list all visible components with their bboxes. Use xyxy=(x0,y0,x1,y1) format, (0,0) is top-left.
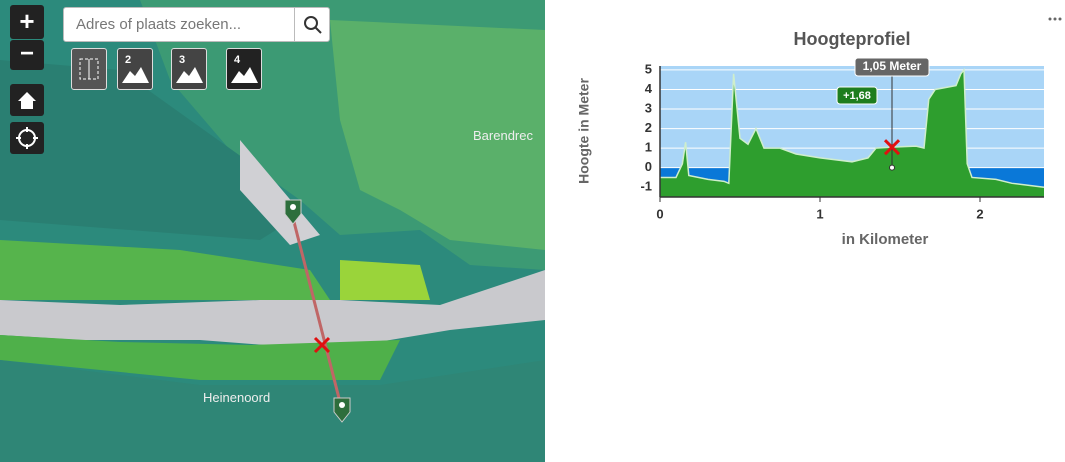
search-placeholder: Adres of plaats zoeken... xyxy=(76,16,241,33)
y-tick-label: 1 xyxy=(645,140,652,155)
page: Barendrec Heinenoord + − Adres of plaats… xyxy=(0,0,1065,462)
layer-number: 3 xyxy=(179,54,185,66)
x-tick-label: 1 xyxy=(816,206,823,221)
search-box[interactable]: Adres of plaats zoeken... xyxy=(63,7,330,42)
y-tick-label: 3 xyxy=(645,100,652,115)
pin-dot xyxy=(290,204,296,210)
map[interactable]: Barendrec Heinenoord + − Adres of plaats… xyxy=(0,0,545,462)
search-icon xyxy=(295,8,330,41)
menu-icon[interactable] xyxy=(1049,18,1062,21)
home-button[interactable] xyxy=(10,84,44,116)
x-axis-label: in Kilometer xyxy=(842,231,929,248)
layer-number: 4 xyxy=(234,54,240,66)
y-tick-label: -1 xyxy=(640,179,652,194)
place-label: Heinenoord xyxy=(203,390,270,405)
compare-button[interactable] xyxy=(71,48,107,90)
y-tick-label: 5 xyxy=(645,61,652,76)
layer-icon xyxy=(118,49,152,89)
place-label: Barendrec xyxy=(473,128,533,143)
locate-icon xyxy=(10,122,44,154)
y-tick-label: 0 xyxy=(645,159,652,174)
x-tick-label: 0 xyxy=(656,206,663,221)
y-axis-label: Hoogte in Meter xyxy=(576,78,592,184)
home-icon xyxy=(10,84,44,116)
compare-icon xyxy=(72,49,106,89)
pin-dot xyxy=(339,402,345,408)
layer-button[interactable]: 2 xyxy=(117,48,153,90)
marker-label: 1,05 Meter xyxy=(863,59,922,73)
search-button[interactable] xyxy=(294,8,330,41)
layer-icon xyxy=(227,49,261,89)
locate-button[interactable] xyxy=(10,122,44,154)
zoom-in[interactable]: + xyxy=(10,5,44,39)
layer-button[interactable]: 4 xyxy=(226,48,262,90)
layer-icon xyxy=(172,49,206,89)
x-tick-label: 2 xyxy=(976,206,983,221)
chart: Hoogteprofiel Hoogte in Meter in Kilomet… xyxy=(545,0,1065,462)
marker-badge-label: +1,68 xyxy=(843,90,871,102)
layer-number: 2 xyxy=(125,54,131,66)
y-tick-label: 2 xyxy=(645,120,652,135)
layer-button[interactable]: 3 xyxy=(171,48,207,90)
marker-foot xyxy=(890,165,895,170)
chart-title: Hoogteprofiel xyxy=(794,29,911,49)
zoom-out[interactable]: − xyxy=(10,40,44,70)
y-tick-label: 4 xyxy=(645,81,653,96)
fields xyxy=(340,260,430,300)
